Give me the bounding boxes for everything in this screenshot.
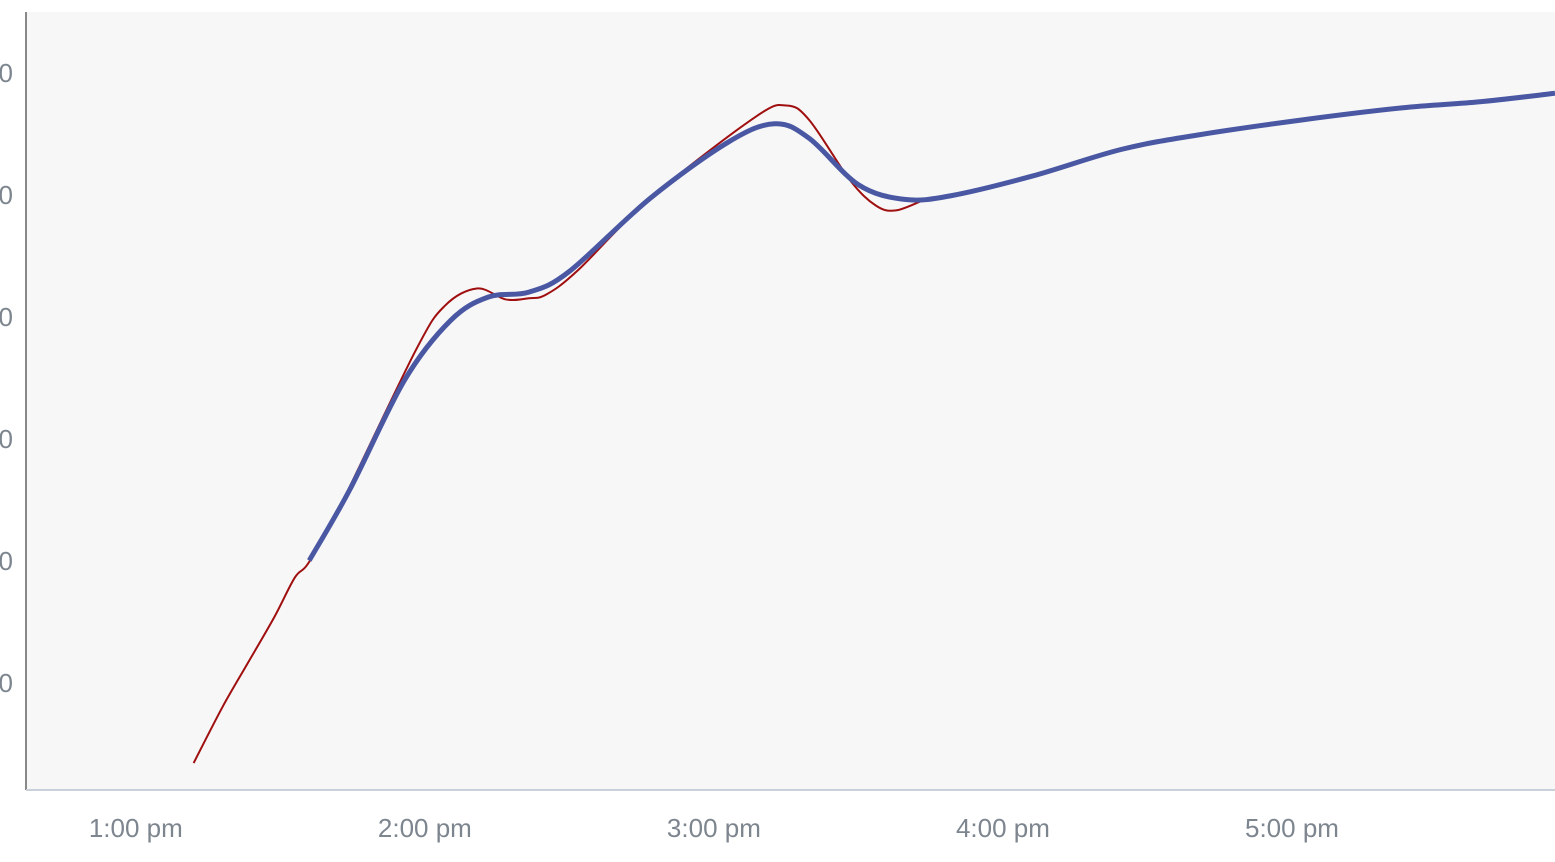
x-tick-label: 1:00 pm [89, 813, 183, 843]
line-series [192, 104, 926, 764]
plot-area [26, 12, 1555, 790]
x-tick-label: 2:00 pm [378, 813, 472, 843]
y-tick-label: 0 [0, 58, 13, 88]
line-series [307, 90, 1555, 562]
y-tick-label: 0 [0, 424, 13, 454]
y-tick-label: 0 [0, 302, 13, 332]
x-tick-label: 3:00 pm [667, 813, 761, 843]
x-tick-label: 4:00 pm [956, 813, 1050, 843]
y-tick-label: 0 [0, 546, 13, 576]
y-tick-label: 0 [0, 180, 13, 210]
y-tick-label: 0 [0, 668, 13, 698]
x-tick-label: 5:00 pm [1245, 813, 1339, 843]
